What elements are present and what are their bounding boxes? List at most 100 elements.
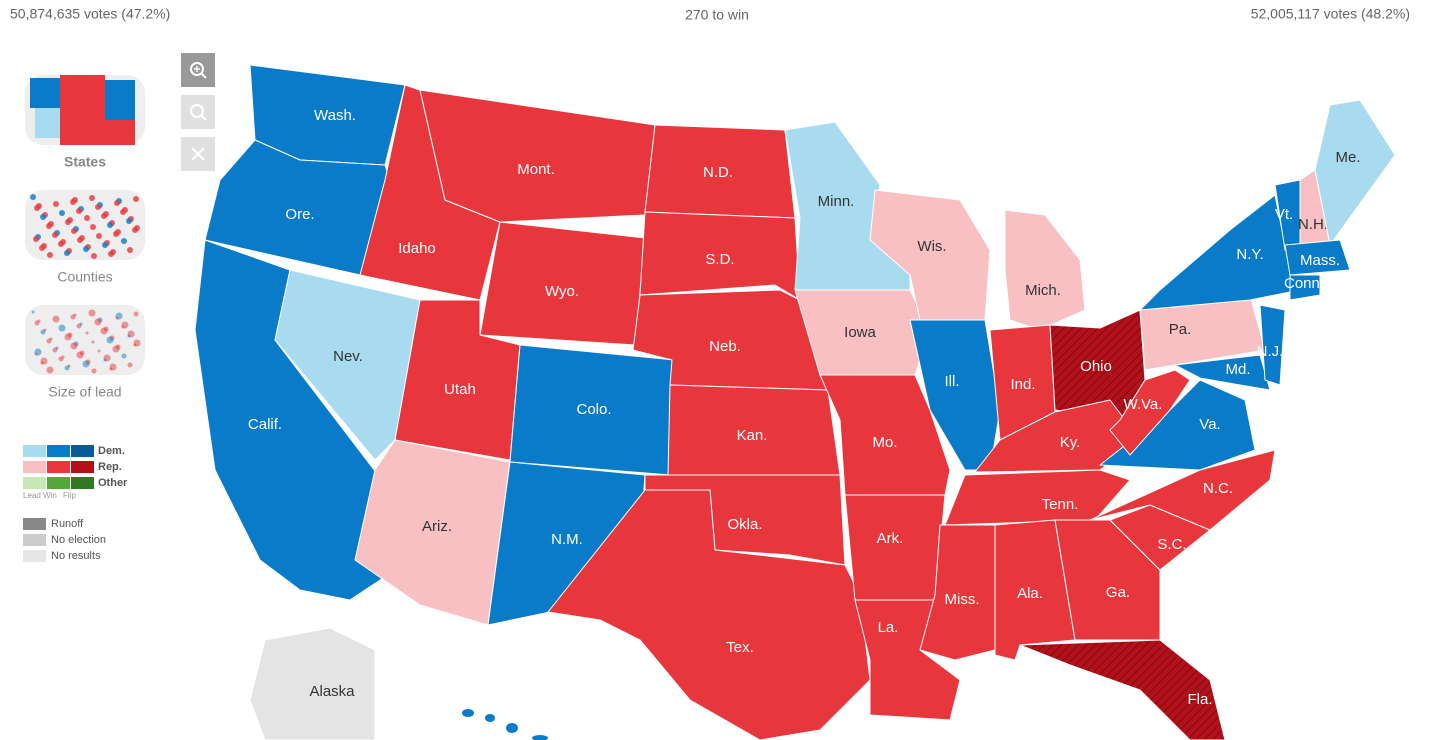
- state[interactable]: [1004, 209, 1086, 331]
- state[interactable]: [1054, 519, 1161, 641]
- view-label: Size of lead: [48, 384, 121, 400]
- thumbnail-dot: [31, 310, 35, 314]
- state-label: Conn.: [1284, 275, 1324, 292]
- state[interactable]: [944, 469, 1131, 526]
- thumbnail-dot: [88, 309, 96, 317]
- thumbnail-region: [105, 80, 135, 120]
- thumbnail-dot: [64, 333, 72, 341]
- view-thumbnail[interactable]: Counties: [25, 190, 145, 285]
- hawaii-island[interactable]: [462, 709, 474, 717]
- reset-zoom[interactable]: [181, 137, 215, 171]
- thumbnail-dot: [91, 340, 95, 344]
- hawaii-island[interactable]: [485, 714, 495, 722]
- state-label: Ind.: [1010, 376, 1035, 393]
- legend-swatch: [23, 461, 46, 473]
- thumbnail-dot: [70, 314, 76, 320]
- state-label: Calif.: [248, 416, 282, 433]
- state-label: W.Va.: [1124, 396, 1163, 413]
- thumbnail-dot: [85, 331, 89, 335]
- thumbnail-region: [60, 75, 105, 120]
- thumbnail-dot: [97, 349, 101, 353]
- thumbnail-dot: [96, 233, 102, 239]
- state-label: Ore.: [285, 206, 314, 223]
- state-label: Mo.: [872, 434, 897, 451]
- state-label: Okla.: [727, 516, 762, 533]
- thumbnail-dot: [76, 323, 82, 329]
- state[interactable]: [1109, 369, 1191, 456]
- state[interactable]: [819, 374, 951, 496]
- state-label: Iowa: [844, 324, 876, 341]
- thumbnail-region: [35, 108, 60, 138]
- view-thumbnail[interactable]: States: [25, 75, 145, 170]
- thumbnail-region: [30, 78, 60, 108]
- state[interactable]: [639, 211, 801, 301]
- thumbnail-dot: [34, 205, 40, 211]
- state-label: La.: [878, 619, 899, 636]
- thumbnail-dot: [53, 201, 59, 207]
- state[interactable]: [274, 269, 421, 461]
- state-label: N.Y.: [1236, 246, 1263, 263]
- hawaii-island[interactable]: [532, 735, 548, 740]
- thumbnail-dot: [76, 351, 84, 359]
- zoom-in[interactable]: [181, 53, 215, 87]
- state[interactable]: [1289, 274, 1321, 301]
- thumbnail-dot: [102, 242, 108, 248]
- view-thumbnail[interactable]: Size of lead: [25, 305, 145, 400]
- state-label: N.D.: [703, 164, 733, 181]
- thumbnail-dot: [115, 316, 119, 320]
- thumbnail-dot: [71, 228, 77, 234]
- state-label: Vt.: [1275, 206, 1293, 223]
- legend-label: Rep.: [98, 461, 122, 473]
- thumbnail-dot: [52, 347, 58, 353]
- thumbnail-dot: [52, 315, 60, 323]
- thumbnail-dot: [127, 247, 133, 253]
- legend-column: Win: [43, 491, 57, 500]
- sidebar: States Counties Size of lead Dem. Rep. Other L…: [23, 75, 145, 562]
- thumbnail-dot: [91, 368, 97, 374]
- thumbnail-dot: [101, 213, 107, 219]
- state[interactable]: [1284, 239, 1351, 276]
- legend-swatch: [71, 445, 94, 457]
- state-label: Ohio: [1080, 358, 1112, 375]
- thumbnail-dot: [47, 252, 53, 258]
- thumbnail-dot: [76, 208, 82, 214]
- thumbnail-dot: [58, 324, 66, 332]
- state[interactable]: [419, 89, 656, 223]
- state[interactable]: [1314, 99, 1396, 246]
- hawaii-island[interactable]: [506, 723, 518, 733]
- zoom-out[interactable]: [181, 95, 215, 129]
- thumbnail-dot: [77, 237, 83, 243]
- thumbnail-dot: [52, 232, 58, 238]
- thumbnail-dot: [120, 209, 126, 215]
- thumbnail-dot: [107, 222, 113, 228]
- state-label: Mich.: [1025, 282, 1061, 299]
- thumbnail-dot: [33, 236, 39, 242]
- state[interactable]: [1019, 639, 1226, 740]
- thumbnail-dot: [106, 336, 114, 344]
- state-label: Ill.: [945, 373, 960, 390]
- state-label: Tex.: [726, 639, 754, 656]
- view-label: States: [64, 154, 106, 170]
- state-label: Kan.: [737, 427, 768, 444]
- state-label: Me.: [1335, 149, 1360, 166]
- legend-swatch: [23, 445, 46, 457]
- state[interactable]: [1259, 304, 1286, 386]
- state[interactable]: [844, 494, 946, 601]
- state[interactable]: [547, 489, 871, 740]
- thumbnail-dot: [70, 199, 76, 205]
- thumbnail-region: [110, 120, 135, 145]
- legend-swatch: [23, 477, 46, 489]
- state-label: S.C.: [1157, 536, 1186, 553]
- thumbnail-dot: [70, 342, 78, 350]
- legend-label: Dem.: [98, 445, 125, 457]
- state-label: N.H.: [1298, 216, 1328, 233]
- thumbnail-dot: [133, 343, 137, 347]
- state[interactable]: [1174, 354, 1271, 391]
- alaska[interactable]: [249, 627, 376, 740]
- state-label: Ala.: [1017, 585, 1043, 602]
- legend-swatch: [23, 518, 46, 530]
- state-label: N.C.: [1203, 480, 1233, 497]
- thumbnail-dot: [83, 246, 89, 252]
- legend-label: No election: [51, 534, 106, 546]
